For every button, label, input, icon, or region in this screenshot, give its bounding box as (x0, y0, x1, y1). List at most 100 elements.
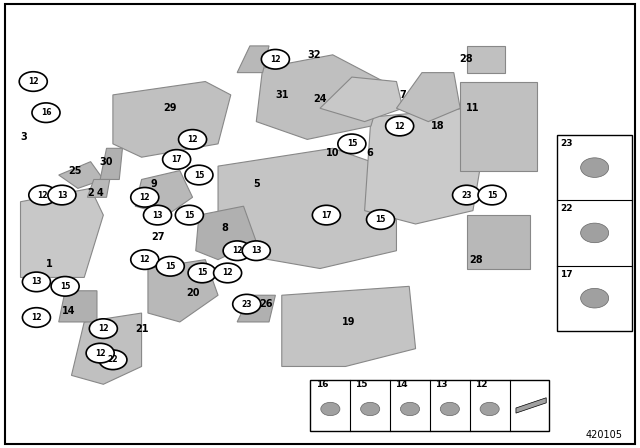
Circle shape (367, 210, 394, 229)
Text: 14: 14 (395, 380, 408, 389)
Text: 12: 12 (140, 255, 150, 264)
Text: 30: 30 (100, 157, 113, 167)
Bar (557, 135, 632, 331)
Circle shape (179, 129, 207, 149)
Text: 15: 15 (487, 190, 497, 199)
Text: 24: 24 (313, 95, 327, 104)
Circle shape (99, 350, 127, 370)
Polygon shape (237, 46, 269, 73)
Text: 16: 16 (316, 380, 328, 389)
Text: 23: 23 (560, 139, 573, 148)
Circle shape (452, 185, 481, 205)
Text: 25: 25 (68, 166, 81, 176)
Circle shape (478, 185, 506, 205)
Circle shape (156, 257, 184, 276)
Circle shape (214, 263, 242, 283)
Text: 12: 12 (31, 313, 42, 322)
Circle shape (29, 185, 57, 205)
Text: 28: 28 (460, 54, 474, 64)
Text: 12: 12 (394, 121, 405, 130)
Text: 12: 12 (98, 324, 109, 333)
Text: 12: 12 (475, 380, 487, 389)
Polygon shape (365, 108, 486, 224)
Text: 1: 1 (46, 259, 52, 269)
Text: 13: 13 (57, 190, 67, 199)
Circle shape (386, 116, 413, 136)
Text: 12: 12 (232, 246, 243, 255)
Text: 28: 28 (469, 254, 483, 265)
Circle shape (175, 205, 204, 225)
Text: 12: 12 (28, 77, 38, 86)
Circle shape (440, 402, 460, 416)
Text: 12: 12 (38, 190, 48, 199)
Text: 5: 5 (253, 179, 260, 189)
Text: 29: 29 (163, 103, 177, 113)
Polygon shape (320, 77, 403, 121)
Bar (310, 380, 549, 431)
Circle shape (338, 134, 366, 154)
Text: 15: 15 (184, 211, 195, 220)
Text: 2: 2 (87, 188, 94, 198)
Polygon shape (59, 162, 103, 188)
Text: 32: 32 (307, 50, 321, 60)
Text: 15: 15 (194, 171, 204, 180)
Circle shape (131, 188, 159, 207)
Text: 13: 13 (435, 380, 447, 389)
Text: 12: 12 (270, 55, 281, 64)
Text: 420105: 420105 (586, 430, 623, 440)
Circle shape (86, 343, 114, 363)
Text: 16: 16 (41, 108, 51, 117)
Circle shape (580, 223, 609, 243)
Polygon shape (237, 295, 275, 322)
Text: 18: 18 (431, 121, 445, 131)
Polygon shape (460, 82, 537, 171)
Circle shape (22, 308, 51, 327)
Circle shape (51, 276, 79, 296)
Polygon shape (396, 73, 460, 121)
Text: 17: 17 (172, 155, 182, 164)
Text: 4: 4 (97, 188, 104, 198)
Circle shape (32, 103, 60, 122)
Text: 14: 14 (61, 306, 75, 316)
Polygon shape (218, 148, 396, 268)
Text: 10: 10 (326, 148, 339, 158)
Circle shape (223, 241, 251, 260)
Polygon shape (282, 286, 415, 366)
Text: 31: 31 (275, 90, 289, 100)
Text: 13: 13 (251, 246, 262, 255)
Text: 15: 15 (165, 262, 175, 271)
Text: 17: 17 (321, 211, 332, 220)
Polygon shape (467, 46, 505, 73)
Polygon shape (88, 180, 109, 197)
Text: 7: 7 (399, 90, 406, 100)
Text: 12: 12 (222, 268, 233, 277)
Circle shape (312, 205, 340, 225)
Polygon shape (100, 148, 122, 180)
Text: 9: 9 (151, 179, 157, 189)
Text: 13: 13 (31, 277, 42, 286)
Text: 27: 27 (151, 233, 164, 242)
Circle shape (22, 272, 51, 292)
Text: 23: 23 (461, 190, 472, 199)
Text: 13: 13 (152, 211, 163, 220)
Text: 6: 6 (366, 148, 373, 158)
Polygon shape (59, 291, 97, 322)
Text: 12: 12 (95, 349, 106, 358)
Polygon shape (135, 171, 193, 215)
Circle shape (480, 402, 499, 416)
Circle shape (233, 294, 260, 314)
Polygon shape (516, 398, 546, 413)
Circle shape (48, 185, 76, 205)
Circle shape (360, 402, 380, 416)
Circle shape (580, 289, 609, 308)
Text: 23: 23 (241, 300, 252, 309)
Text: 26: 26 (259, 299, 273, 309)
Polygon shape (256, 55, 384, 139)
Text: 15: 15 (375, 215, 386, 224)
Text: 22: 22 (108, 355, 118, 364)
Text: 19: 19 (342, 317, 355, 327)
Circle shape (185, 165, 213, 185)
Text: 15: 15 (355, 380, 368, 389)
Text: 15: 15 (197, 268, 207, 277)
Polygon shape (72, 313, 141, 384)
